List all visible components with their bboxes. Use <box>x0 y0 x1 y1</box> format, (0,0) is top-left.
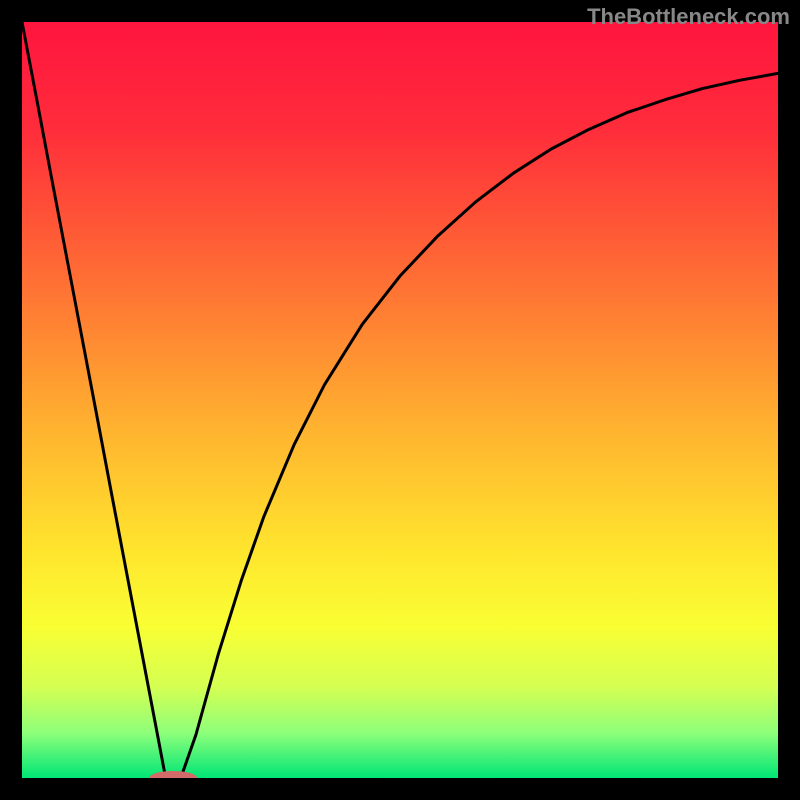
bottleneck-chart <box>0 0 800 800</box>
gradient-background <box>22 22 778 778</box>
chart-container: TheBottleneck.com <box>0 0 800 800</box>
